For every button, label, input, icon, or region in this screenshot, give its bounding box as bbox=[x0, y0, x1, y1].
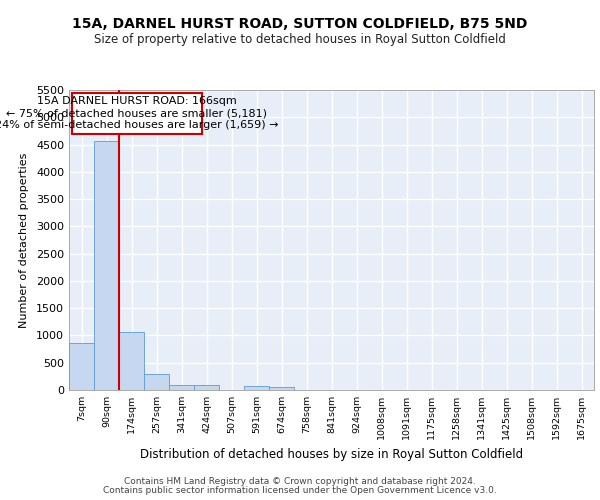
Text: Size of property relative to detached houses in Royal Sutton Coldfield: Size of property relative to detached ho… bbox=[94, 32, 506, 46]
Text: Contains HM Land Registry data © Crown copyright and database right 2024.: Contains HM Land Registry data © Crown c… bbox=[124, 477, 476, 486]
Bar bbox=[169, 384, 194, 390]
Text: 24% of semi-detached houses are larger (1,659) →: 24% of semi-detached houses are larger (… bbox=[0, 120, 278, 130]
Bar bbox=[244, 386, 269, 390]
Text: ← 75% of detached houses are smaller (5,181): ← 75% of detached houses are smaller (5,… bbox=[6, 108, 267, 118]
Text: Contains public sector information licensed under the Open Government Licence v3: Contains public sector information licen… bbox=[103, 486, 497, 495]
Text: 15A DARNEL HURST ROAD: 166sqm: 15A DARNEL HURST ROAD: 166sqm bbox=[37, 96, 236, 106]
Bar bbox=[119, 332, 144, 390]
Y-axis label: Number of detached properties: Number of detached properties bbox=[19, 152, 29, 328]
FancyBboxPatch shape bbox=[71, 92, 202, 134]
Bar bbox=[69, 342, 94, 390]
Text: 15A, DARNEL HURST ROAD, SUTTON COLDFIELD, B75 5ND: 15A, DARNEL HURST ROAD, SUTTON COLDFIELD… bbox=[73, 18, 527, 32]
Bar bbox=[144, 374, 169, 390]
X-axis label: Distribution of detached houses by size in Royal Sutton Coldfield: Distribution of detached houses by size … bbox=[140, 448, 523, 460]
Bar bbox=[269, 388, 294, 390]
Bar bbox=[94, 142, 119, 390]
Bar bbox=[194, 384, 219, 390]
